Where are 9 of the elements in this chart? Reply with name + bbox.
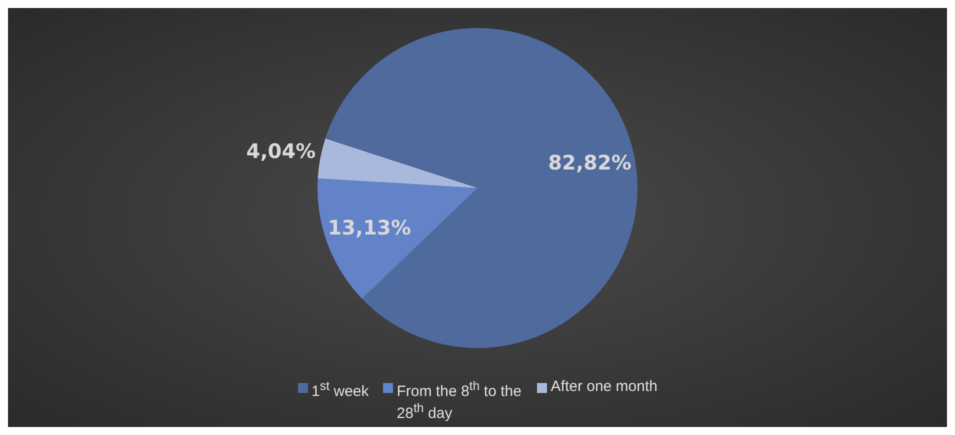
category-label: From the 8$^{th}$ to the 28$^{th}$ day [396,379,522,422]
data-label: 13,13% [328,216,412,240]
data-label: 82,82% [548,150,632,174]
pie-slice [318,178,478,299]
pie-slice [318,138,478,188]
legend-label: 1$^{st}$ week [312,378,369,400]
pie-slice [325,28,638,348]
data-label: 4,04% [246,138,316,163]
legend-label: After one month [550,378,658,395]
